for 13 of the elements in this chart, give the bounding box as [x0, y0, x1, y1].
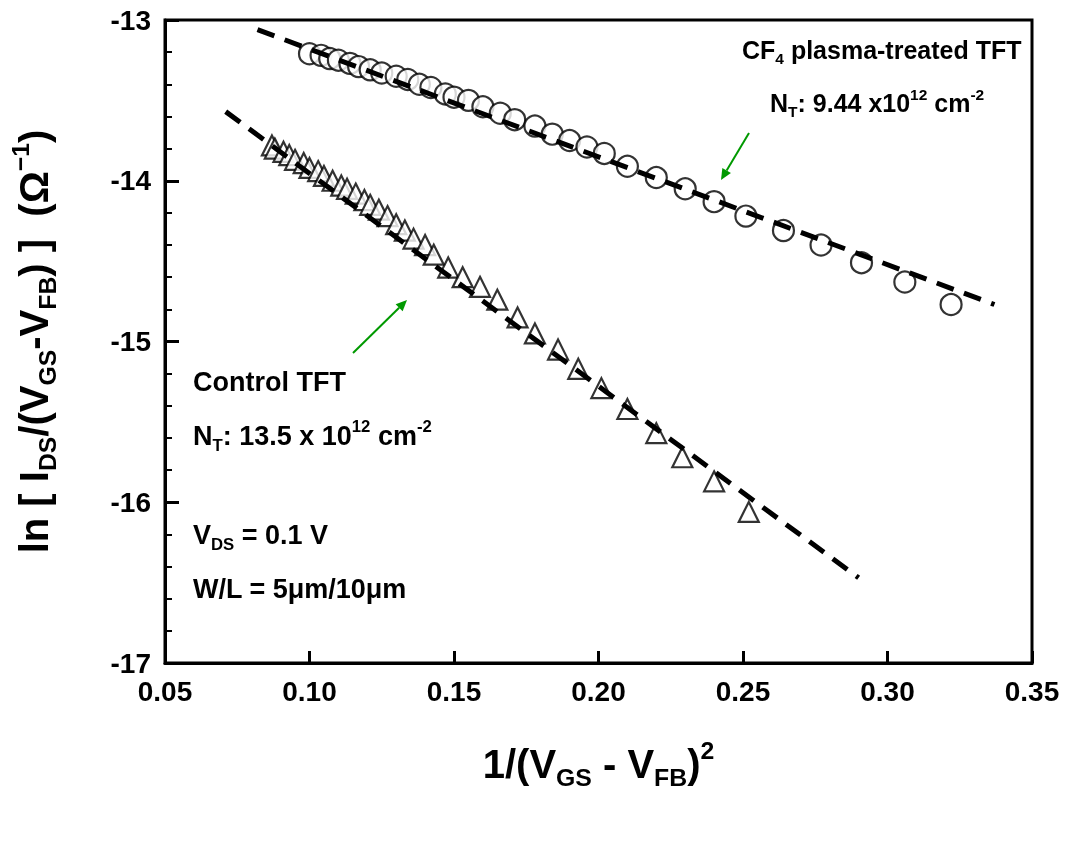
text: ln [ IDS/(VGS-VFB) ] (Ω−1) [7, 129, 61, 554]
y-tick-label: -15 [110, 326, 151, 357]
annotation: W/L = 5μm/10μm [193, 574, 407, 604]
x-tick-label: 0.10 [282, 675, 337, 707]
y-tick-label: -16 [110, 486, 151, 518]
y-tick-label: -13 [110, 4, 151, 36]
annotation: Control TFT [193, 367, 347, 397]
x-tick-label: 0.20 [571, 675, 626, 707]
y-tick-label: -14 [110, 165, 152, 197]
x-tick-label: 0.30 [860, 675, 915, 707]
x-tick-label: 0.15 [426, 675, 482, 707]
x-tick-label: 0.25 [715, 675, 771, 707]
x-tick-label: 0.35 [1004, 675, 1060, 707]
